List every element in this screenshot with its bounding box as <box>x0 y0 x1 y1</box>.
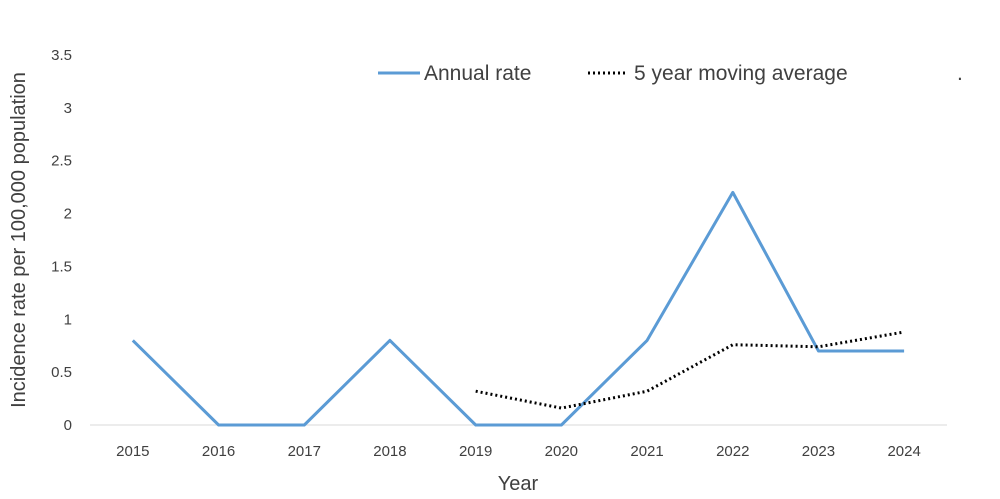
x-tick-label: 2015 <box>116 443 149 460</box>
legend-label-moving-average: 5 year moving average <box>634 62 848 85</box>
x-axis-title: Year <box>498 473 539 495</box>
y-tick-label: 0 <box>64 417 72 434</box>
y-tick-label: 2.5 <box>51 153 72 170</box>
series-line-moving-average <box>475 330 905 410</box>
x-tick-label: 2024 <box>887 443 920 460</box>
legend-label-annual-rate: Annual rate <box>424 62 531 85</box>
y-tick-label: 1.5 <box>51 258 72 275</box>
x-tick-label: 2018 <box>373 443 406 460</box>
legend: Annual rate 5 year moving average . <box>378 62 963 85</box>
y-axis-ticks: 0 0.5 1 1.5 2 2.5 3 3.5 <box>51 47 72 434</box>
y-tick-label: 0.5 <box>51 364 72 381</box>
y-tick-label: 3.5 <box>51 47 72 64</box>
y-axis-title: Incidence rate per 100,000 population <box>8 72 30 408</box>
x-tick-label: 2019 <box>459 443 492 460</box>
x-tick-label: 2020 <box>545 443 578 460</box>
x-tick-label: 2021 <box>630 443 663 460</box>
series-line-annual-rate <box>131 190 905 427</box>
x-axis-ticks: 2015 2016 2017 2018 2019 2020 2021 2022 2023 2024 <box>116 443 921 460</box>
y-tick-label: 3 <box>64 100 72 117</box>
series-layer <box>131 190 905 427</box>
y-tick-label: 2 <box>64 206 72 223</box>
y-tick-label: 1 <box>64 311 72 328</box>
x-tick-label: 2023 <box>802 443 835 460</box>
legend-trailing-dot: . <box>957 62 963 85</box>
x-tick-label: 2022 <box>716 443 749 460</box>
x-tick-label: 2016 <box>202 443 235 460</box>
x-tick-label: 2017 <box>288 443 321 460</box>
